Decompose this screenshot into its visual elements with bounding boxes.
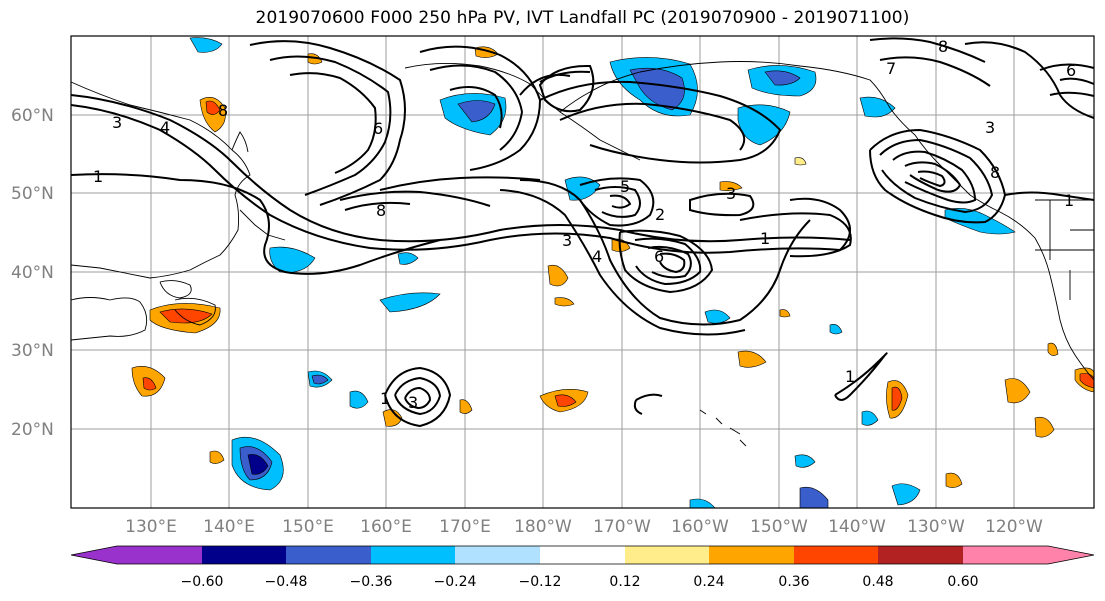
lat-label-50n: 50°N bbox=[11, 184, 54, 204]
lon-label-150e: 150°E bbox=[282, 517, 334, 537]
colorbar-outline bbox=[70, 545, 1095, 565]
lon-label-180w: 180°W bbox=[514, 517, 572, 537]
colorbar-segment-4 bbox=[371, 546, 455, 564]
colorbar-segment-5 bbox=[455, 546, 540, 564]
contour-label-1c: 1 bbox=[845, 367, 855, 386]
longitude-labels: 130°E 140°E 150°E 160°E 170°E 180°W 170°… bbox=[125, 517, 1043, 537]
contour-label-1e: 1 bbox=[1064, 191, 1074, 210]
lat-label-60n: 60°N bbox=[11, 106, 54, 126]
ivt-shading-negative bbox=[189, 37, 1016, 509]
contour-label-4: 4 bbox=[160, 118, 170, 137]
colorbar-segment-8 bbox=[709, 546, 794, 564]
lon-label-120w: 120°W bbox=[985, 517, 1043, 537]
contour-label-8: 8 bbox=[218, 101, 228, 120]
pv-contours bbox=[70, 37, 1095, 428]
contour-label-6b: 6 bbox=[654, 247, 664, 266]
map-title: 2019070600 F000 250 hPa PV, IVT Landfall… bbox=[255, 8, 910, 28]
contour-label-8d: 8 bbox=[938, 37, 948, 56]
contour-label-8b: 8 bbox=[376, 201, 386, 220]
lon-label-170w: 170°W bbox=[593, 517, 651, 537]
contour-label-6: 6 bbox=[373, 119, 383, 138]
lat-label-30n: 30°N bbox=[11, 341, 54, 361]
colorbar-tick-7: 0.24 bbox=[693, 574, 724, 590]
contour-label-7: 7 bbox=[886, 59, 896, 78]
colorbar-tick-3: −0.36 bbox=[350, 574, 393, 590]
colorbar-tick-6: 0.12 bbox=[609, 574, 640, 590]
contour-label-1d: 1 bbox=[380, 389, 390, 408]
lat-label-20n: 20°N bbox=[11, 420, 54, 440]
contour-label-3: 3 bbox=[112, 113, 122, 132]
lon-label-160e: 160°E bbox=[360, 517, 412, 537]
contour-label-1: 1 bbox=[93, 167, 103, 186]
lat-label-40n: 40°N bbox=[11, 263, 54, 283]
colorbar-segment-6 bbox=[540, 546, 625, 564]
contour-label-3d: 3 bbox=[408, 393, 418, 412]
colorbar-segment-3 bbox=[286, 546, 371, 564]
lon-label-150w: 150°W bbox=[750, 517, 808, 537]
contour-label-2: 2 bbox=[655, 205, 665, 224]
colorbar-segment-2 bbox=[202, 546, 286, 564]
lon-label-140w: 140°W bbox=[828, 517, 886, 537]
contour-label-1b: 1 bbox=[760, 229, 770, 248]
colorbar-tick-5: −0.12 bbox=[519, 574, 562, 590]
lon-label-130w: 130°W bbox=[907, 517, 965, 537]
colorbar-segment-9 bbox=[794, 546, 878, 564]
colorbar: −0.60 −0.48 −0.36 −0.24 −0.12 0.12 0.24 … bbox=[70, 545, 1095, 590]
lon-label-130e: 130°E bbox=[125, 517, 177, 537]
map-frame bbox=[70, 35, 1095, 509]
contour-label-8c: 8 bbox=[990, 163, 1000, 182]
colorbar-segment-10 bbox=[878, 546, 963, 564]
colorbar-tick-1: −0.60 bbox=[181, 574, 224, 590]
contour-label-3e: 3 bbox=[985, 118, 995, 137]
map-panel: 3 1 4 8 8 6 4 3 6 2 1 3 1 1 3 8 3 1 8 7 … bbox=[70, 35, 1095, 509]
contour-label-6c: 6 bbox=[1066, 61, 1076, 80]
colorbar-segment-11 bbox=[963, 546, 1048, 564]
colorbar-extend-right bbox=[1048, 546, 1094, 564]
contour-label-5: 5 bbox=[620, 177, 630, 196]
contour-label-3c: 3 bbox=[726, 184, 736, 203]
colorbar-segment-1 bbox=[117, 546, 202, 564]
colorbar-extend-left bbox=[71, 546, 117, 564]
colorbar-tick-4: −0.24 bbox=[434, 574, 477, 590]
colorbar-tick-10: 0.60 bbox=[947, 574, 978, 590]
colorbar-tick-2: −0.48 bbox=[265, 574, 308, 590]
lon-label-140e: 140°E bbox=[203, 517, 255, 537]
contour-labels: 3 1 4 8 8 6 4 3 6 2 1 3 1 1 3 8 3 1 8 7 … bbox=[93, 37, 1076, 412]
latitude-labels: 60°N 50°N 40°N 30°N 20°N bbox=[11, 106, 54, 440]
contour-label-4b: 4 bbox=[592, 247, 602, 266]
lon-label-170e: 170°E bbox=[439, 517, 491, 537]
contour-label-3b: 3 bbox=[562, 231, 572, 250]
ivt-shading-positive bbox=[131, 46, 1095, 488]
colorbar-segment-7 bbox=[625, 546, 709, 564]
colorbar-tick-9: 0.48 bbox=[862, 574, 893, 590]
lon-label-160w: 160°W bbox=[671, 517, 729, 537]
colorbar-tick-8: 0.36 bbox=[778, 574, 809, 590]
